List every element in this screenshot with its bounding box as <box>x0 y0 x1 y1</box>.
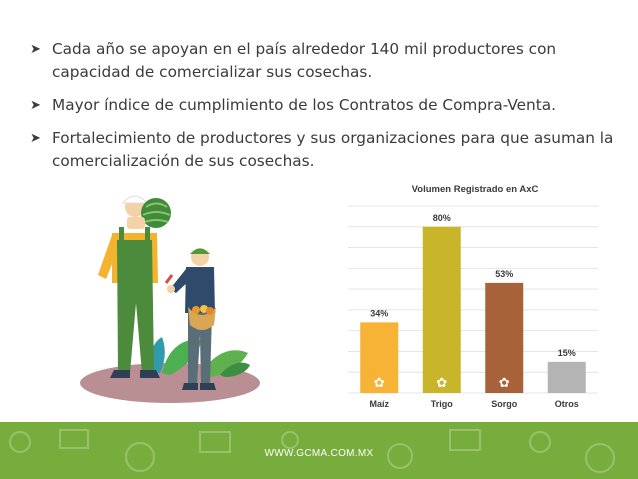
sorghum-icon: ✿ <box>499 375 510 390</box>
chart-svg: Volumen Registrado en AxC ✿ ✿ ✿ 34% Maíz 80%… <box>348 184 598 409</box>
chart-labels: 34% Maíz 80% Trigo 53% Sorgo 15% Otros <box>369 213 578 409</box>
bullet-text: Cada año se apoyan en el país alrededor … <box>52 40 557 81</box>
category-label: Sorgo <box>491 399 518 409</box>
bullet-item: ➤ Fortalecimiento de productores y sus o… <box>30 127 620 173</box>
arrow-bullet-icon: ➤ <box>30 131 41 146</box>
category-label: Otros <box>555 399 579 409</box>
wheat-icon: ✿ <box>436 375 447 390</box>
bar-maíz <box>360 322 399 393</box>
value-label: 34% <box>370 308 388 318</box>
chart-title: Volumen Registrado en AxC <box>412 184 539 195</box>
bar-sorgo <box>485 282 524 393</box>
bar-trigo <box>422 226 461 393</box>
bullet-item: ➤ Mayor índice de cumplimiento de los Co… <box>30 94 620 117</box>
chart-bars: ✿ ✿ ✿ <box>360 226 586 393</box>
footer-bar: WWW.GCMA.COM.MX <box>0 422 638 479</box>
corn-icon: ✿ <box>374 375 385 390</box>
category-label: Maíz <box>369 399 389 409</box>
arrow-bullet-icon: ➤ <box>30 98 41 113</box>
footer-url: WWW.GCMA.COM.MX <box>264 448 374 459</box>
value-label: 53% <box>495 269 513 279</box>
arrow-bullet-icon: ➤ <box>30 42 41 57</box>
category-label: Trigo <box>431 399 454 409</box>
bullet-list: ➤ Cada año se apoyan en el país alrededo… <box>30 38 620 183</box>
volume-bar-chart: Volumen Registrado en AxC ✿ ✿ ✿ 34% Maíz 80%… <box>340 178 610 418</box>
bar-otros <box>547 361 586 393</box>
bullet-text: Mayor índice de cumplimiento de los Cont… <box>52 96 556 114</box>
value-label: 15% <box>558 348 576 358</box>
value-label: 80% <box>433 213 451 223</box>
footer-pattern <box>9 429 615 473</box>
bullet-text: Fortalecimiento de productores y sus org… <box>52 129 614 170</box>
bullet-item: ➤ Cada año se apoyan en el país alrededo… <box>30 38 620 84</box>
farmers-illustration <box>70 185 270 410</box>
